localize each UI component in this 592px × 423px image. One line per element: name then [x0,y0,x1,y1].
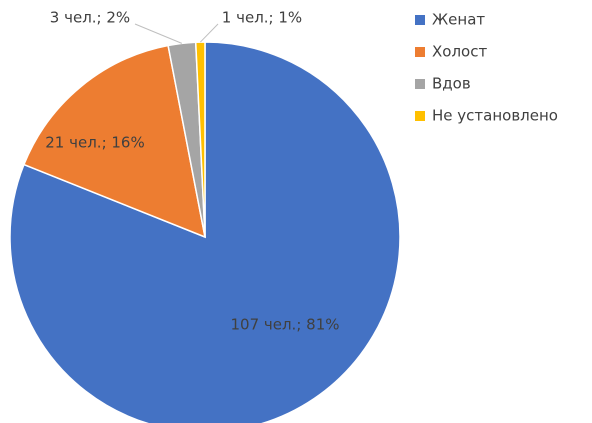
data-label: 21 чел.; 16% [45,134,144,152]
data-label: 3 чел.; 2% [50,9,130,27]
legend-label: Холост [432,43,487,61]
legend-swatch [415,111,425,121]
data-label: 107 чел.; 81% [230,316,339,334]
leader-line [200,23,219,43]
pie-slice [22,44,206,239]
legend-label: Не установлено [432,107,558,125]
legend-label: Женат [432,11,485,29]
leader-line [134,23,183,44]
legend-swatch [415,15,425,25]
legend-label: Вдов [432,75,471,93]
legend-swatch [415,47,425,57]
pie-slice [9,41,401,423]
data-label: 1 чел.; 1% [222,9,302,27]
legend-swatch [415,79,425,89]
